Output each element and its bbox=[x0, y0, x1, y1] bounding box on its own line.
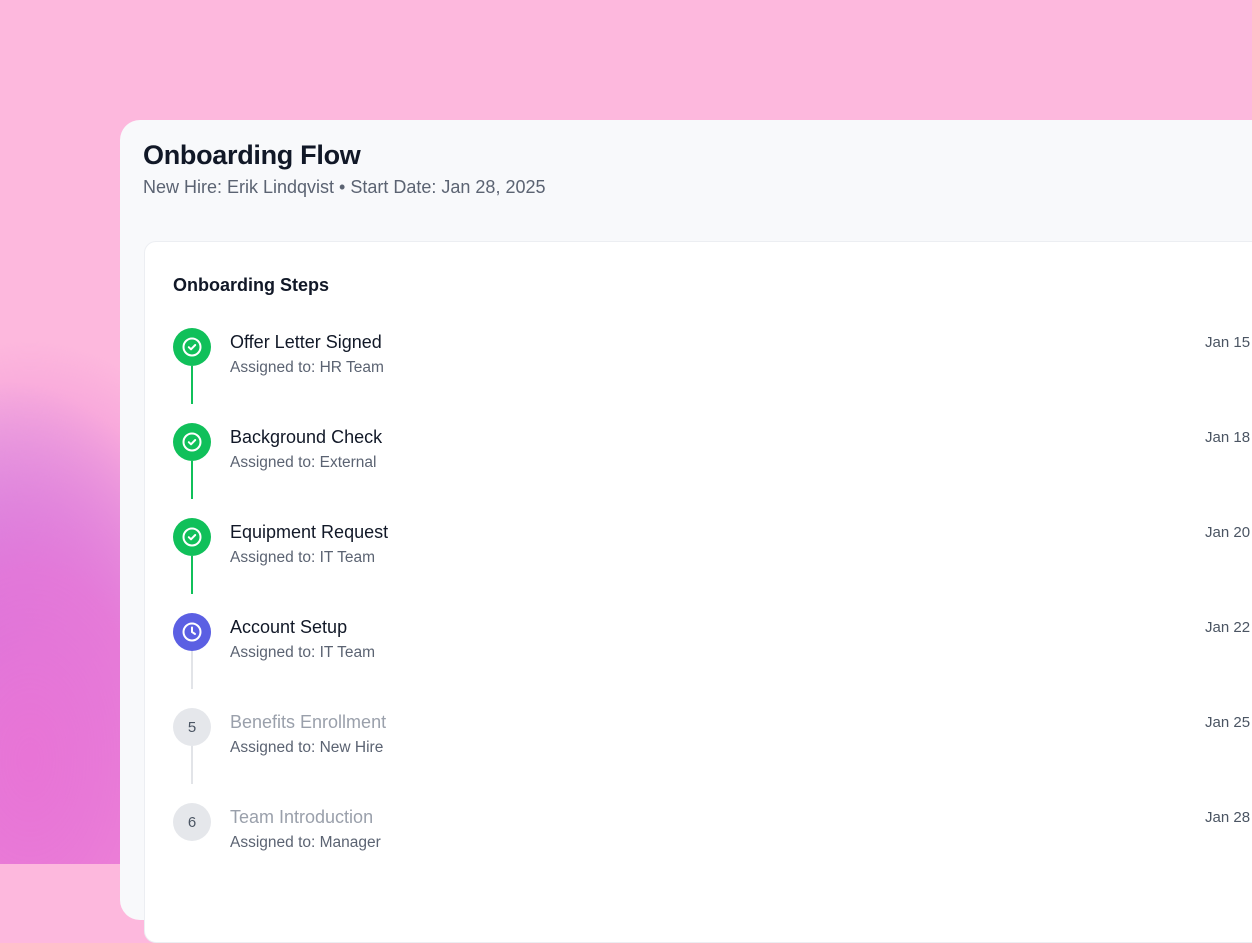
connector-line bbox=[191, 556, 193, 594]
step-item[interactable]: Account Setup Assigned to: IT Team Jan 2… bbox=[173, 613, 1252, 708]
step-assignee: Assigned to: HR Team bbox=[230, 359, 384, 376]
page-subtitle: New Hire: Erik Lindqvist • Start Date: J… bbox=[143, 177, 546, 197]
step-date: Jan 28 bbox=[1205, 809, 1251, 826]
step-date: Jan 20 bbox=[1205, 524, 1251, 541]
step-number-badge: 6 bbox=[173, 803, 211, 841]
check-circle-icon bbox=[173, 423, 211, 461]
step-date: Jan 15 bbox=[1205, 334, 1251, 351]
clock-icon bbox=[173, 613, 211, 651]
step-title: Background Check bbox=[230, 427, 383, 447]
step-item[interactable]: 5 Benefits Enrollment Assigned to: New Hi… bbox=[173, 708, 1252, 803]
connector-line bbox=[191, 366, 193, 404]
step-title: Team Introduction bbox=[230, 807, 374, 827]
step-title: Offer Letter Signed bbox=[230, 332, 382, 352]
step-number-badge: 5 bbox=[173, 708, 211, 746]
step-date: Jan 18 bbox=[1205, 429, 1251, 446]
step-assignee: Assigned to: External bbox=[230, 454, 377, 471]
card-title: Onboarding Steps bbox=[173, 275, 330, 295]
steps-card: Onboarding Steps Offer Letter Signed Ass… bbox=[144, 241, 1252, 943]
step-item[interactable]: Offer Letter Signed Assigned to: HR Team… bbox=[173, 328, 1252, 423]
page-title: Onboarding Flow bbox=[143, 140, 361, 170]
step-assignee: Assigned to: Manager bbox=[230, 834, 381, 851]
step-date: Jan 25 bbox=[1205, 714, 1251, 731]
step-item[interactable]: 6 Team Introduction Assigned to: Manager … bbox=[173, 803, 1252, 898]
step-title: Account Setup bbox=[230, 617, 348, 637]
check-circle-icon bbox=[173, 328, 211, 366]
step-title: Benefits Enrollment bbox=[230, 712, 387, 732]
step-title: Equipment Request bbox=[230, 522, 389, 542]
onboarding-window: Onboarding Flow New Hire: Erik Lindqvist… bbox=[120, 120, 1252, 943]
connector-line bbox=[191, 651, 193, 689]
connector-line bbox=[191, 746, 193, 784]
step-assignee: Assigned to: IT Team bbox=[230, 644, 376, 661]
step-assignee: Assigned to: New Hire bbox=[230, 739, 384, 756]
step-date: Jan 22 bbox=[1205, 619, 1251, 636]
check-circle-icon bbox=[173, 518, 211, 556]
step-item[interactable]: Equipment Request Assigned to: IT Team J… bbox=[173, 518, 1252, 613]
connector-line bbox=[191, 461, 193, 499]
step-assignee: Assigned to: IT Team bbox=[230, 549, 376, 566]
step-item[interactable]: Background Check Assigned to: External J… bbox=[173, 423, 1252, 518]
